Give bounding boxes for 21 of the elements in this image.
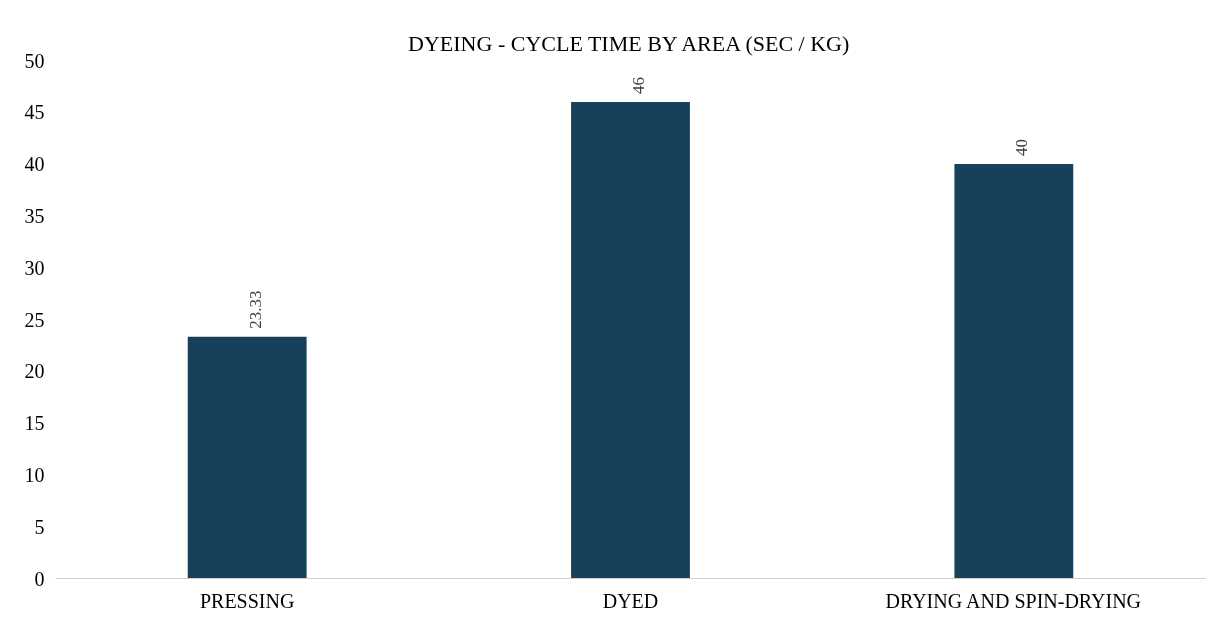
chart-title: DYEING - CYCLE TIME BY AREA (SEC / KG) <box>408 30 850 56</box>
x-tick-label: DRYING AND SPIN-DRYING <box>885 589 1142 612</box>
y-tick-label: 50 <box>24 49 45 72</box>
data-label: 40 <box>1012 139 1032 157</box>
bar <box>571 101 690 579</box>
y-tick-label: 25 <box>24 308 45 331</box>
x-tick-label: PRESSING <box>199 589 295 612</box>
y-tick-label: 5 <box>34 515 45 538</box>
y-tick-label: 10 <box>24 463 45 486</box>
y-tick-label: 30 <box>24 256 45 279</box>
y-tick-label: 15 <box>24 412 45 435</box>
data-label: 23.33 <box>245 290 265 329</box>
y-tick-label: 40 <box>24 153 45 176</box>
y-tick-label: 35 <box>24 204 45 227</box>
y-tick-label: 0 <box>34 567 45 590</box>
y-tick-label: 45 <box>24 101 45 124</box>
data-label: 46 <box>629 76 648 94</box>
x-tick-label: DYED <box>602 589 659 612</box>
bar <box>187 336 307 579</box>
bar <box>954 164 1074 579</box>
y-tick-label: 20 <box>24 360 45 383</box>
